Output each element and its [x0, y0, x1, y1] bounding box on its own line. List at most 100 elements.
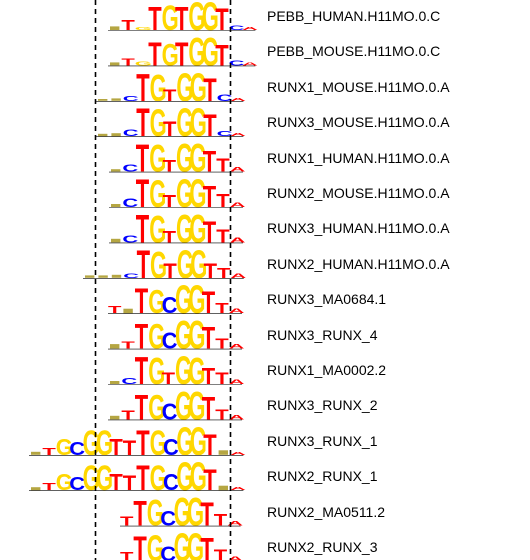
logo-letter-c: C — [122, 196, 138, 209]
motif-name: RUNX3_RUNX_4 — [267, 326, 378, 343]
logo-letter-g: G — [150, 423, 167, 463]
logo-letter-a: A — [230, 166, 246, 173]
logo-letter-t: T — [214, 511, 227, 530]
logo-letter-a: A — [229, 379, 245, 386]
logo-letter-t: T — [123, 472, 136, 495]
logo-letter-t: T — [200, 496, 214, 534]
logo-letter-t: T — [109, 470, 123, 496]
logo-letter-t: T — [202, 320, 216, 356]
logo-letter-c: C — [69, 474, 85, 495]
logo-letter-c: C — [162, 399, 178, 425]
logo-letter-g: G — [149, 173, 166, 216]
logo-letter-minor — [111, 98, 121, 101]
logo-letter-minor — [111, 238, 121, 243]
logo-letter-g: G — [188, 0, 205, 39]
logo-letter-t: T — [163, 86, 176, 105]
logo-letter-minor — [111, 133, 121, 137]
motif-name: RUNX2_RUNX_3 — [267, 539, 378, 555]
logo-letter-t: T — [137, 242, 151, 287]
logo-letter-c: C — [121, 376, 137, 386]
logo-letter-g: G — [150, 244, 167, 287]
logo-letter-a: A — [230, 236, 246, 244]
motif-name: PEBB_HUMAN.H11MO.0.C — [267, 8, 441, 24]
logo-letter-t: T — [200, 531, 214, 560]
logo-letter-c: C — [123, 272, 139, 279]
motif-name: RUNX3_HUMAN.H11MO.0.A — [267, 220, 450, 237]
logo-letter-minor — [98, 133, 108, 137]
logo-letter-minor — [85, 275, 95, 278]
logo-letter-t: T — [136, 66, 149, 109]
logo-letter-t: T — [121, 408, 134, 422]
logo-letter-g: G — [147, 529, 164, 560]
logo-letter-t: T — [203, 71, 216, 107]
motif-logo-row: CT GT GGT T A — [108, 348, 245, 393]
logo-letter-t: T — [215, 335, 229, 352]
logo-letter-g: G — [135, 61, 152, 66]
motif-name: RUNX1_MOUSE.H11MO.0.A — [267, 78, 450, 95]
logo-letter-a: A — [227, 556, 243, 560]
logo-letter-t: T — [136, 137, 149, 180]
motif-logo-row: CT GT GGT T A — [109, 171, 246, 216]
logo-letter-t: T — [163, 157, 176, 176]
logo-letter-g: G — [176, 419, 193, 464]
logo-letter-g: G — [150, 459, 167, 499]
logo-letter-g: G — [149, 208, 166, 251]
logo-letter-minor — [31, 451, 41, 455]
logo-letter-t: T — [109, 434, 123, 460]
logo-letter-g: G — [190, 100, 207, 145]
logo-letter-t: T — [204, 259, 217, 282]
logo-letter-t: T — [215, 1, 229, 37]
logo-letter-t: T — [217, 264, 231, 281]
logo-letter-g: G — [187, 490, 204, 535]
logo-letter-g: G — [189, 171, 206, 216]
logo-letter-t: T — [202, 390, 215, 426]
logo-letter-minor — [110, 381, 120, 384]
logo-letter-a: A — [230, 97, 246, 102]
motif-name: RUNX2_RUNX_1 — [267, 468, 378, 485]
logo-letter-t: T — [215, 40, 229, 72]
logo-letter-g: G — [176, 100, 193, 145]
logo-letter-g: G — [177, 242, 194, 287]
logo-letter-c: C — [122, 162, 138, 174]
logo-letter-g: G — [96, 423, 113, 463]
logo-letter-t: T — [121, 56, 135, 68]
logo-letter-g: G — [135, 27, 152, 32]
logo-letter-g: G — [187, 525, 204, 560]
logo-letter-g: G — [176, 136, 193, 181]
logo-letter-g: G — [188, 350, 205, 393]
logo-letter-t: T — [136, 459, 149, 499]
logo-letter-t: T — [216, 190, 230, 211]
logo-letter-g: G — [148, 388, 165, 428]
motif-logo-row: T GT GT GGT CA — [108, 29, 258, 74]
logo-letter-t: T — [216, 155, 230, 176]
motif-logo-row: CT GT GGT T A — [109, 206, 246, 251]
logo-letter-c: C — [160, 507, 176, 530]
logo-letter-minor — [111, 204, 121, 207]
logo-letter-t: T — [163, 228, 176, 247]
logo-letter-t: T — [163, 192, 176, 211]
logo-letter-t: T — [203, 465, 217, 497]
logo-letter-a: A — [229, 414, 245, 421]
motif-name: RUNX2_MA0511.2 — [267, 503, 386, 520]
motif-logo-row: T GT GT GGT CA — [108, 0, 258, 39]
motif-logo-row: CT GT GGT CA — [96, 65, 246, 109]
logo-letter-t: T — [120, 550, 133, 560]
logo-letter-minor — [110, 344, 120, 349]
logo-letter-t: T — [216, 226, 230, 247]
logo-letter-minor — [110, 26, 120, 30]
logo-letter-t: T — [120, 514, 133, 528]
logo-letter-g: G — [188, 29, 205, 74]
logo-letter-g: G — [147, 494, 164, 534]
logo-letter-t: T — [133, 494, 146, 534]
logo-letter-c: C — [69, 438, 85, 459]
logo-letter-t: T — [202, 284, 216, 320]
logo-letter-g: G — [188, 277, 205, 322]
logo-letter-c: C — [163, 470, 179, 496]
logo-letter-g: G — [190, 454, 207, 499]
logo-letter-t: T — [121, 17, 135, 34]
logo-letter-a: A — [230, 487, 246, 492]
